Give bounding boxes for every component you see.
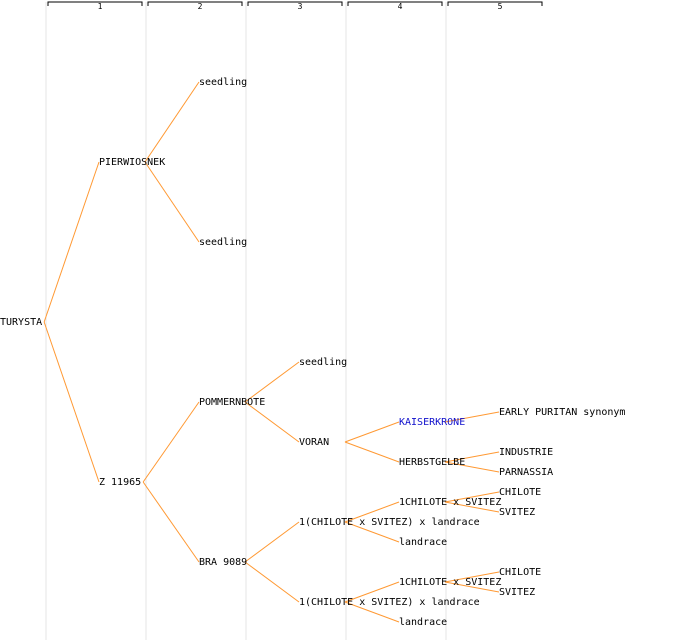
pedigree-labels: TURYSTA PIERWIOSNEK Z 11965 seedling seedlin… xyxy=(0,77,625,628)
pedigree-edge xyxy=(244,521,300,563)
generation-number: 4 xyxy=(398,2,403,11)
pedigree-edge xyxy=(144,81,200,163)
cultivar-label: HERBSTGELBE xyxy=(399,457,465,468)
cultivar-label: BRA 9089 xyxy=(199,557,247,568)
cultivar-label: PARNASSIA xyxy=(499,467,553,478)
cultivar-label: Z 11965 xyxy=(99,477,141,488)
cultivar-label: seedling xyxy=(299,357,347,368)
cultivar-label: seedling xyxy=(199,237,247,248)
pedigree-edge xyxy=(444,501,500,513)
pedigree-edge xyxy=(142,401,200,483)
generation-header-bracket xyxy=(247,1,343,6)
cultivar-label: VORAN xyxy=(299,437,329,448)
cultivar-label: seedling xyxy=(199,77,247,88)
generation-header-bracket xyxy=(347,1,443,6)
pedigree-edge xyxy=(344,501,400,523)
cultivar-label: TURYSTA xyxy=(0,317,42,328)
cultivar-label: 1(CHILOTE x SVITEZ) x landrace xyxy=(299,597,480,608)
pedigree-edge xyxy=(144,161,200,243)
pedigree-edge xyxy=(444,571,500,583)
pedigree-edge xyxy=(444,581,500,593)
pedigree-edge xyxy=(43,321,100,483)
cultivar-label: PIERWIOSNEK xyxy=(99,157,165,168)
pedigree-edges xyxy=(43,81,500,623)
cultivar-label: CHILOTE xyxy=(499,567,541,578)
pedigree-edge xyxy=(444,461,500,473)
pedigree-edge xyxy=(43,161,100,323)
cultivar-label: 1CHILOTE x SVITEZ xyxy=(399,497,501,508)
pedigree-edge xyxy=(444,411,500,423)
pedigree-edge xyxy=(344,521,400,543)
generation-number: 1 xyxy=(98,2,103,11)
pedigree-edge xyxy=(142,481,200,563)
pedigree-edge xyxy=(244,401,300,443)
cultivar-link[interactable]: KAISERKRONE xyxy=(399,417,465,428)
generation-number: 5 xyxy=(498,2,503,11)
pedigree-edge xyxy=(244,561,300,603)
generation-number: 2 xyxy=(198,2,203,11)
pedigree-edge xyxy=(344,441,400,463)
cultivar-label: INDUSTRIE xyxy=(499,447,553,458)
pedigree-edge xyxy=(444,491,500,503)
cultivar-label: EARLY PURITAN synonym xyxy=(499,407,625,418)
generation-number: 3 xyxy=(298,2,303,11)
cultivar-label: SVITEZ xyxy=(499,587,535,598)
pedigree-edge xyxy=(244,361,300,403)
cultivar-label: 1CHILOTE x SVITEZ xyxy=(399,577,501,588)
generation-header-bracket xyxy=(47,1,143,6)
pedigree-edge xyxy=(344,601,400,623)
cultivar-label: landrace xyxy=(399,617,447,628)
generation-columns: 1 2 3 4 5 xyxy=(45,1,543,640)
cultivar-label: POMMERNBOTE xyxy=(199,397,265,408)
generation-header-bracket xyxy=(447,1,543,6)
pedigree-edge xyxy=(344,421,400,443)
pedigree-edge xyxy=(344,581,400,603)
pedigree-edge xyxy=(444,451,500,463)
generation-header-bracket xyxy=(147,1,243,6)
cultivar-label: landrace xyxy=(399,537,447,548)
cultivar-label: 1(CHILOTE x SVITEZ) x landrace xyxy=(299,517,480,528)
cultivar-label: CHILOTE xyxy=(499,487,541,498)
cultivar-label: SVITEZ xyxy=(499,507,535,518)
